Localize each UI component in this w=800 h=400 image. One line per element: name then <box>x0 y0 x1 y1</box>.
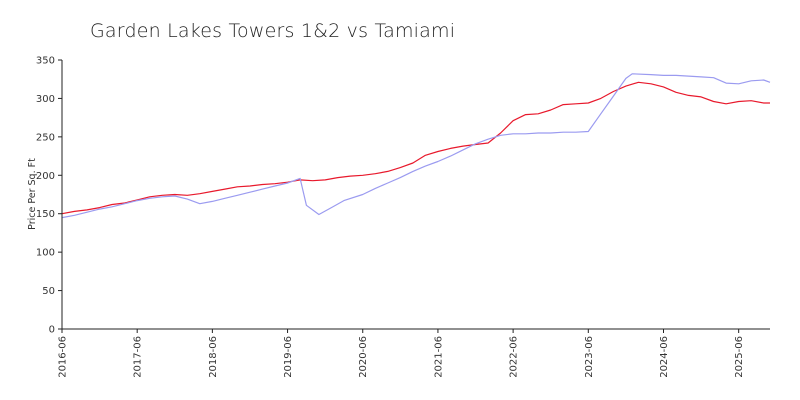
x-tick-label: 2025-06 <box>734 336 745 378</box>
x-tick-label: 2018-06 <box>208 336 219 378</box>
y-tick-label: 350 <box>36 56 55 67</box>
y-axis-ticks: 0 50 100 150 200 250 300 350 <box>36 56 62 336</box>
y-tick-label: 250 <box>36 132 55 143</box>
x-tick-label: 2017-06 <box>133 336 144 378</box>
y-tick-label: 200 <box>36 171 55 182</box>
x-tick-label: 2022-06 <box>509 336 520 378</box>
y-axis-label: Price Per Sq. Ft <box>27 158 38 230</box>
x-tick-label: 2016-06 <box>58 336 69 378</box>
chart-title: Garden Lakes Towers 1&2 vs Tamiami <box>90 20 456 42</box>
series-line-2 <box>61 73 771 219</box>
series-layer <box>61 73 771 219</box>
axes: 0 50 100 150 200 250 300 350 2016-06 2017-06 2018… <box>27 56 770 378</box>
x-tick-label: 2020-06 <box>358 336 369 378</box>
x-tick-label: 2019-06 <box>283 336 294 378</box>
y-tick-label: 150 <box>36 209 55 220</box>
x-tick-label: 2023-06 <box>584 336 595 378</box>
x-axis-ticks: 2016-06 2017-06 2018-06 2019-06 2020-06 2021-… <box>58 329 745 378</box>
y-tick-label: 50 <box>42 286 55 297</box>
y-tick-label: 300 <box>36 94 55 105</box>
series-line-1 <box>61 81 770 215</box>
y-tick-label: 0 <box>49 325 55 336</box>
x-tick-label: 2021-06 <box>433 336 444 378</box>
y-tick-label: 100 <box>36 248 55 259</box>
x-tick-label: 2024-06 <box>659 336 670 378</box>
